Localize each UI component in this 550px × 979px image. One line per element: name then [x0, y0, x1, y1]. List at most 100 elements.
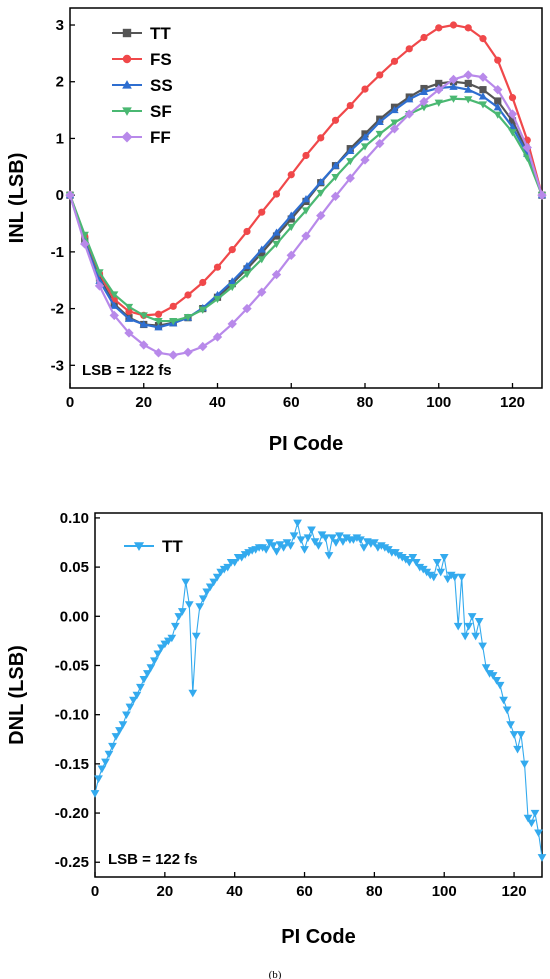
inl-point-tt [494, 97, 502, 105]
dnl-plot-frame [94, 512, 543, 878]
inl-point-ss [419, 87, 429, 96]
inl-point-fs [435, 24, 443, 32]
dnl-x-tick-label: 60 [296, 883, 313, 900]
inl-point-ff [493, 84, 503, 95]
inl-point-ff [168, 350, 178, 360]
dnl-point-tt [307, 526, 316, 535]
dnl-point-tt [404, 558, 414, 567]
inl-y-tick-label: 0 [56, 187, 64, 204]
inl-point-fs [169, 302, 177, 310]
inl-point-sf [464, 96, 473, 104]
inl-point-ff [375, 138, 385, 149]
inl-legend-item-ff: FF [112, 128, 171, 147]
dnl-point-tt [118, 721, 128, 729]
inl-point-sf [242, 270, 252, 279]
inl-point-fs [449, 21, 458, 29]
inl-x-tick-label: 20 [135, 394, 152, 411]
inl-point-fs [184, 291, 192, 299]
dnl-point-tt [394, 552, 404, 560]
dnl-point-tt [537, 854, 547, 862]
inl-point-ss [405, 95, 414, 103]
inl-point-fs [272, 190, 281, 198]
dnl-point-tt [321, 534, 330, 542]
inl-y-tick-label: -2 [51, 301, 64, 318]
inl-point-ff [139, 340, 149, 350]
inl-point-tt [272, 232, 281, 240]
inl-legend-item-tt: TT [112, 24, 171, 43]
dnl-chart: 0 20 40 60 80 100 120 0.10 0.05 0.00 -0.05 -0.10 -0.… [6, 510, 547, 979]
inl-point-ff [271, 269, 282, 280]
dnl-x-tick-label: 120 [502, 883, 527, 900]
dnl-point-tt [520, 760, 529, 769]
dnl-point-tt [397, 554, 407, 562]
inl-point-ff [198, 341, 208, 352]
dnl-point-tt [467, 613, 477, 621]
inl-point-sf [287, 223, 296, 232]
dnl-point-tt [492, 677, 501, 685]
dnl-legend-marker [133, 542, 145, 552]
dnl-point-tt [527, 819, 536, 828]
inl-point-ff [448, 74, 459, 85]
inl-point-fs [420, 33, 428, 42]
inl-legend-marker [121, 131, 133, 143]
inl-legend-label: SS [150, 76, 173, 95]
inl-point-tt [258, 249, 266, 257]
dnl-point-tt [502, 706, 512, 715]
inl-point-ss [449, 82, 458, 90]
dnl-y-tick-label: -0.10 [55, 707, 89, 724]
inl-point-ff [257, 287, 267, 297]
inl-point-sf [257, 256, 266, 264]
inl-point-ss [287, 211, 296, 219]
inl-point-sf [360, 143, 370, 151]
dnl-point-tt [111, 733, 121, 741]
inl-legend-marker [122, 28, 132, 38]
dnl-point-tt [272, 548, 281, 556]
inl-point-ss [316, 177, 325, 186]
inl-point-fs [494, 56, 502, 64]
dnl-point-tt [268, 542, 278, 550]
dnl-point-tt [139, 676, 149, 684]
inl-point-ss [478, 92, 488, 100]
inl-legend-label: SF [150, 102, 172, 121]
dnl-point-tt [356, 536, 365, 544]
inl-point-ss [257, 245, 266, 253]
dnl-y-tick-label: -0.15 [55, 756, 89, 773]
dnl-point-tt [108, 742, 117, 751]
inl-point-fs [376, 71, 384, 79]
dnl-point-tt [90, 790, 100, 798]
dnl-lsb-annotation: LSB = 122 fs [108, 851, 198, 868]
inl-legend-marker [122, 80, 132, 89]
dnl-point-tt [149, 657, 159, 665]
inl-point-tt [464, 79, 472, 88]
inl-point-ff [345, 173, 355, 183]
dnl-point-tt [303, 534, 313, 542]
dnl-point-tt [331, 539, 341, 547]
inl-point-fs [154, 310, 163, 318]
inl-legend-label: FS [150, 50, 172, 69]
dnl-point-tt [286, 542, 295, 550]
inl-point-sf [301, 207, 311, 215]
inl-point-sf [198, 306, 207, 314]
dnl-point-tt [359, 544, 369, 552]
inl-series-ss [65, 82, 547, 331]
inl-point-sf [139, 312, 148, 320]
dnl-point-tt [436, 568, 446, 577]
dnl-point-tt [530, 809, 540, 818]
inl-point-ff [94, 281, 105, 291]
inl-point-ff [242, 303, 252, 314]
dnl-x-tick-label: 100 [432, 883, 457, 900]
dnl-point-tt [205, 583, 215, 592]
inl-point-fs [317, 134, 325, 142]
dnl-point-tt [411, 558, 421, 567]
dnl-y-tick-label: 0.00 [60, 608, 89, 625]
dnl-point-tt [450, 573, 460, 582]
dnl-point-tt [324, 552, 334, 560]
dnl-y-axis-title: DNL (LSB) [6, 645, 28, 745]
inl-x-tick-label: 40 [209, 394, 226, 411]
dnl-point-tt [136, 683, 145, 692]
dnl-point-tt [380, 544, 390, 552]
dnl-point-tt [115, 727, 124, 735]
inl-point-sf [478, 101, 488, 109]
dnl-y-tick-label: -0.20 [55, 805, 89, 822]
inl-x-axis-title: PI Code [269, 433, 343, 450]
